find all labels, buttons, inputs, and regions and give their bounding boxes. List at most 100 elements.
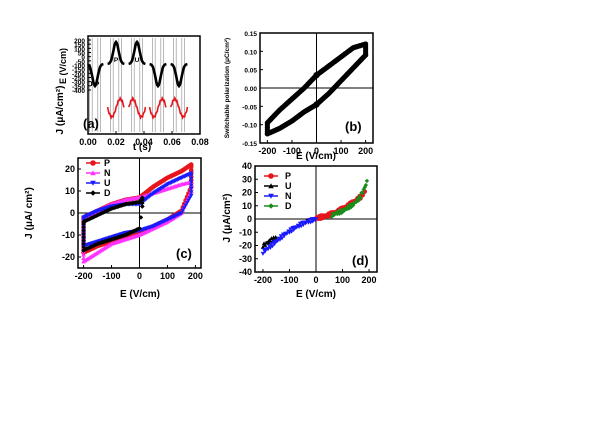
x-tick-label: 0.04	[135, 137, 153, 147]
series-N-point	[289, 229, 294, 234]
series-D-point	[81, 221, 86, 227]
series-D-point	[81, 231, 86, 237]
x-tick-label: 0.02	[107, 137, 125, 147]
legend-label: N	[104, 168, 111, 178]
x-tick-label: 0.08	[191, 137, 209, 147]
y-tick-label: -0.10	[242, 123, 257, 130]
panel-c-y-ticks: 20 10 0 -10 -20	[62, 164, 81, 262]
y-tick-label: -200	[72, 71, 85, 78]
legend-marker	[90, 190, 96, 196]
legend-label: D	[104, 188, 111, 198]
legend-label: U	[285, 181, 292, 191]
series-N-point	[279, 236, 285, 241]
series-N-point	[288, 227, 293, 232]
legend-marker	[268, 203, 274, 209]
y-tick-label: -300	[72, 80, 85, 87]
series-D-point	[360, 190, 365, 196]
x-tick-label: 0.00	[79, 137, 97, 147]
panel-b: 0.15 0.10 0.05 0.00 -0.05 -0.10 -0.15 -200 -100…	[224, 31, 374, 162]
loop-end-point	[363, 43, 369, 49]
y-tick-label: 0.15	[244, 31, 257, 38]
panel-d-label: (d)	[352, 253, 369, 268]
series-N-point	[81, 255, 86, 260]
current-burst	[127, 95, 147, 120]
y-tick-label: 10	[242, 201, 252, 211]
series-N-point	[298, 224, 304, 229]
series-D-point	[356, 198, 361, 203]
pulse-label: N	[156, 81, 161, 88]
x-tick-label: 200	[362, 275, 377, 285]
panel-d-y-ticks: 40 30 20 10 0 -10 -20 -30 -40	[239, 161, 258, 277]
y-tick-label: -10	[239, 227, 252, 237]
y-tick-label: 20	[65, 164, 75, 174]
series-D-point	[138, 215, 144, 220]
series-D-point	[139, 204, 145, 209]
y-tick-label: -0.15	[242, 141, 257, 148]
pulse-label: P	[114, 57, 119, 64]
legend-label: P	[285, 171, 291, 181]
y-tick-label: 40	[242, 161, 252, 171]
x-tick-label: -100	[103, 271, 121, 281]
series-D-point	[81, 248, 86, 253]
y-tick-label: -250	[72, 76, 85, 83]
series-N-point	[81, 259, 86, 264]
y-tick-label: -100	[72, 63, 85, 70]
y-tick-label: -20	[62, 252, 75, 262]
panel-a-guides	[89, 38, 185, 132]
panel-a-frame	[87, 35, 201, 135]
x-tick-label: -100	[280, 275, 298, 285]
panel-c-series	[81, 162, 194, 264]
legend-label: U	[104, 178, 111, 188]
legend-marker	[268, 183, 274, 189]
y-tick-label: -400	[72, 88, 85, 95]
x-tick-label: -200	[258, 146, 276, 156]
series-D-point	[81, 234, 86, 240]
series-N-point	[270, 244, 275, 249]
panel-a-current-trace	[106, 95, 189, 120]
panel-d-series	[260, 178, 370, 256]
y-tick-label: 100	[74, 46, 85, 53]
y-tick-label: 0.05	[244, 68, 257, 75]
x-tick-label: 0	[137, 271, 142, 281]
panel-c-label: (c)	[176, 246, 192, 261]
panel-b-loop	[264, 41, 369, 137]
panel-a-field-pulses	[87, 39, 188, 89]
series-D-point	[81, 238, 86, 243]
legend-marker	[90, 160, 96, 166]
y-tick-label: -10	[62, 230, 75, 240]
series-N-point	[260, 251, 266, 256]
series-D-point	[81, 241, 86, 247]
panel-b-y-ticks: 0.15 0.10 0.05 0.00 -0.05 -0.10 -0.15	[242, 31, 263, 148]
x-tick-label: 200	[358, 146, 373, 156]
series-N-point	[268, 245, 273, 250]
series-P-point	[188, 164, 194, 170]
pulse-label: PP	[91, 81, 100, 88]
panel-c-x-ticks: -200 -100 0 100 200	[75, 265, 203, 281]
panel-b-xlabel: E (V/cm)	[296, 151, 336, 162]
series-U-point	[273, 234, 278, 239]
series-D-point	[338, 208, 343, 213]
y-tick-label: -30	[239, 254, 252, 264]
y-tick-label: -150	[72, 67, 85, 74]
legend-marker	[90, 170, 96, 176]
legend-marker	[90, 180, 96, 186]
panel-d-xlabel: E (V/cm)	[296, 289, 336, 300]
panel-a-pulse-labels: PPP UN D	[91, 57, 182, 88]
series-D-point	[137, 226, 142, 231]
y-tick-label: 0	[81, 55, 85, 62]
panel-a-y-ticks: 200150100500-50-100-150-200-250-300-350-…	[72, 38, 91, 95]
y-tick-label: 150	[74, 42, 85, 49]
panel-a-ylabel-bottom: J (μA/cm²)	[55, 86, 66, 135]
y-tick-label: 30	[242, 174, 252, 184]
x-tick-label: -200	[254, 275, 272, 285]
field-pulse	[107, 39, 125, 66]
current-burst	[169, 95, 189, 120]
current-burst	[148, 95, 167, 120]
series-N-point	[277, 237, 283, 242]
loop-end-point	[264, 122, 270, 128]
series-D-point	[363, 182, 369, 188]
